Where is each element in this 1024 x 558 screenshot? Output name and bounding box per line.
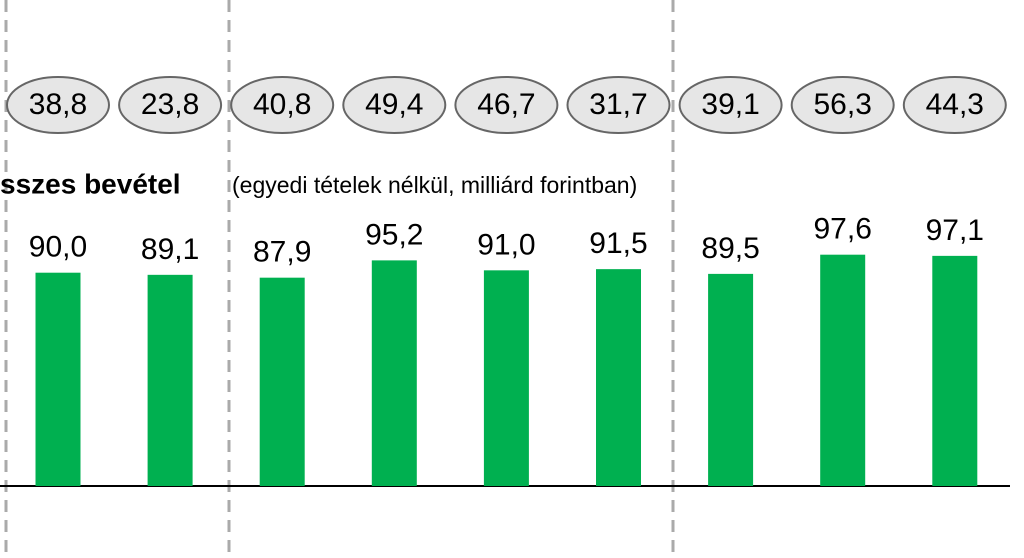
chart-title: sszes bevétel bbox=[0, 168, 181, 199]
top-value-label: 38,8 bbox=[29, 88, 87, 121]
top-value-label: 46,7 bbox=[477, 88, 535, 121]
top-value-bubble bbox=[678, 76, 783, 134]
value-label: 91,0 bbox=[477, 228, 535, 261]
value-label: 97,6 bbox=[814, 213, 872, 246]
top-value-bubble bbox=[566, 76, 671, 134]
value-label: 97,1 bbox=[926, 214, 984, 247]
top-value-label: 49,4 bbox=[365, 88, 423, 121]
top-value-bubble bbox=[342, 76, 447, 134]
top-value-bubble bbox=[902, 76, 1007, 134]
top-value-bubble bbox=[6, 76, 110, 134]
top-value-bubble bbox=[454, 76, 559, 134]
top-value-label: 56,3 bbox=[814, 88, 872, 121]
bar bbox=[371, 260, 417, 486]
top-value-bubble bbox=[118, 76, 223, 134]
bar bbox=[147, 274, 193, 486]
top-value-label: 44,3 bbox=[926, 88, 984, 121]
top-value-bubble bbox=[230, 76, 335, 134]
top-value-label: 31,7 bbox=[589, 88, 647, 121]
value-label: 95,2 bbox=[365, 218, 423, 251]
bar bbox=[259, 277, 305, 486]
bar bbox=[708, 273, 754, 486]
bar bbox=[483, 270, 529, 486]
value-label: 89,1 bbox=[141, 233, 199, 266]
bar bbox=[35, 272, 81, 486]
top-value-label: 23,8 bbox=[141, 88, 199, 121]
top-value-bubble bbox=[790, 76, 895, 134]
bar bbox=[596, 269, 641, 486]
chart-subtitle: (egyedi tételek nélkül, milliárd forintb… bbox=[232, 172, 637, 198]
bar bbox=[820, 254, 866, 486]
bar bbox=[932, 255, 978, 486]
value-label: 90,0 bbox=[29, 231, 87, 264]
value-label: 91,5 bbox=[589, 227, 647, 260]
top-value-label: 39,1 bbox=[701, 88, 759, 121]
value-label: 87,9 bbox=[253, 236, 311, 269]
top-value-label: 40,8 bbox=[253, 88, 311, 121]
value-label: 89,5 bbox=[701, 232, 759, 265]
